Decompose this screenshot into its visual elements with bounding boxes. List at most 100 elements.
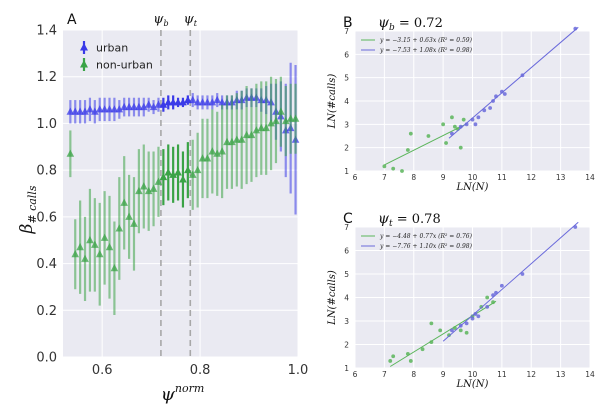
legend-label: y = −7.53 + 1.08x (R² = 0.98) xyxy=(379,47,473,54)
data-point xyxy=(159,100,168,108)
data-point xyxy=(491,300,495,305)
data-point xyxy=(267,119,275,127)
data-point xyxy=(130,219,138,227)
data-point xyxy=(228,137,236,146)
data-point xyxy=(95,105,104,113)
y-axis-symbol: β xyxy=(17,223,37,234)
data-point xyxy=(76,243,84,251)
data-point xyxy=(66,149,75,157)
x-tick-label: 12 xyxy=(526,173,536,182)
data-point xyxy=(247,130,256,139)
data-point xyxy=(193,98,202,106)
data-point xyxy=(464,122,469,127)
data-point xyxy=(438,328,443,333)
x-axis-label: LN(N) xyxy=(456,182,489,193)
data-point xyxy=(213,149,222,157)
legend-marker xyxy=(80,43,88,51)
fit-line xyxy=(442,221,579,342)
data-point xyxy=(494,290,498,295)
data-point xyxy=(86,105,94,113)
data-point xyxy=(408,131,413,136)
threshold-label: ψt xyxy=(184,12,198,28)
data-point xyxy=(144,186,153,195)
data-point xyxy=(252,126,261,134)
y-tick-label: 0.4 xyxy=(36,257,57,272)
data-point xyxy=(218,147,226,155)
data-point xyxy=(237,135,246,143)
data-point xyxy=(125,212,133,220)
data-point xyxy=(174,168,182,176)
data-point xyxy=(95,250,104,258)
data-point xyxy=(115,224,124,232)
data-point xyxy=(458,323,463,328)
title-subscript: t xyxy=(389,219,393,229)
y-tick-label: 0.6 xyxy=(36,210,57,225)
title-value: = 0.72 xyxy=(395,16,443,31)
data-point xyxy=(198,154,207,162)
data-point xyxy=(154,177,163,185)
x-tick-label: 8 xyxy=(411,173,416,182)
data-point xyxy=(81,254,89,262)
data-point xyxy=(452,124,457,129)
data-point xyxy=(458,145,463,150)
legend-label: non-urban xyxy=(96,59,153,72)
data-point xyxy=(198,98,207,106)
data-point xyxy=(193,165,202,174)
x-tick-label: 12 xyxy=(526,370,536,379)
data-point xyxy=(458,328,463,333)
data-point xyxy=(149,102,158,111)
data-point xyxy=(488,106,493,110)
data-point xyxy=(81,107,89,115)
data-point xyxy=(184,95,192,104)
data-point xyxy=(203,98,212,106)
title-value: = 0.78 xyxy=(393,212,441,227)
data-point xyxy=(491,293,495,298)
data-point xyxy=(473,312,478,316)
x-tick-label: 8 xyxy=(411,370,416,379)
data-point xyxy=(272,116,280,125)
data-point xyxy=(520,73,525,78)
data-point xyxy=(482,108,487,113)
data-point xyxy=(452,326,457,330)
data-point xyxy=(66,107,75,115)
data-point xyxy=(277,107,285,115)
threshold-symbol: ψ xyxy=(184,12,195,27)
y-axis-label: LN(#calls) xyxy=(327,270,338,326)
data-point xyxy=(105,105,114,113)
y-tick-label: 6 xyxy=(344,50,349,59)
data-point xyxy=(281,116,290,125)
data-point xyxy=(242,130,251,139)
data-point xyxy=(164,98,173,106)
data-point xyxy=(391,354,396,359)
data-point xyxy=(174,98,182,106)
title-symbol: ψ xyxy=(378,15,390,31)
y-tick-label: 2 xyxy=(344,341,349,350)
y-tick-label: 5 xyxy=(344,74,349,83)
data-point xyxy=(420,347,425,352)
x-tick-label: 9 xyxy=(441,370,446,379)
data-point xyxy=(71,250,80,258)
x-tick-label: 11 xyxy=(497,173,507,182)
data-point xyxy=(499,283,504,288)
threshold-label: ψb xyxy=(153,12,168,28)
data-point xyxy=(179,98,187,106)
data-point xyxy=(458,124,463,129)
data-point xyxy=(71,107,80,115)
legend-marker xyxy=(80,60,88,68)
data-point xyxy=(485,305,490,309)
data-point xyxy=(159,172,168,181)
data-point xyxy=(470,316,475,321)
data-point xyxy=(184,165,192,174)
data-point xyxy=(405,352,410,356)
y-axis-label: LN(#calls) xyxy=(327,74,338,130)
data-point xyxy=(208,147,217,155)
x-tick-label: 7 xyxy=(382,370,387,379)
panel-label: C xyxy=(343,211,353,227)
data-point xyxy=(100,105,109,113)
data-point xyxy=(139,102,148,111)
panel-label: A xyxy=(67,12,77,28)
data-point xyxy=(499,89,504,94)
legend-label: y = −4.48 + 0.77x (R² = 0.76) xyxy=(379,233,473,240)
y-tick-label: 2 xyxy=(344,144,349,153)
title-symbol: ψ xyxy=(378,211,390,227)
